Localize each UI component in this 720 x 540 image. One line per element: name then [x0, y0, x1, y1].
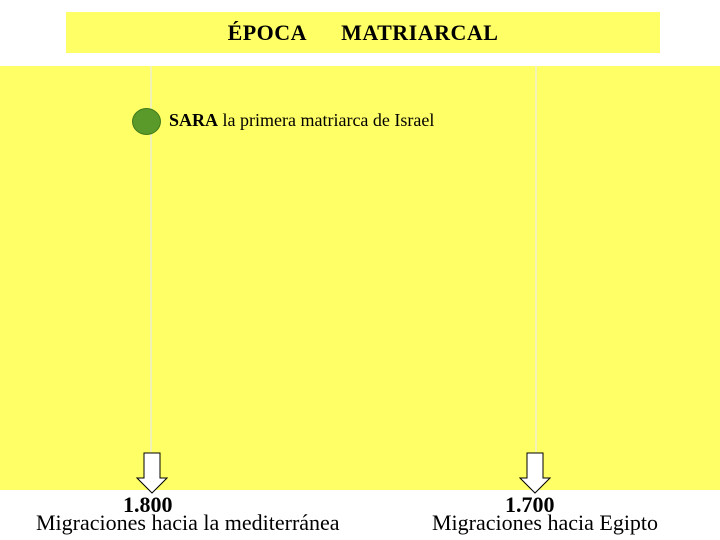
event-name: SARA — [169, 110, 219, 130]
caption-1800: Migraciones hacia la mediterránea — [36, 510, 340, 535]
timeline-area — [0, 66, 720, 490]
title-word-epoca: ÉPOCA — [227, 19, 308, 45]
title-word-matriarcal: MATRIARCAL — [341, 19, 499, 45]
event-label: SARA la primera matriarca de Israel — [169, 110, 434, 131]
down-arrow-icon — [519, 452, 551, 494]
caption-1700: Migraciones hacia Egipto — [432, 510, 659, 535]
timeline-line-1800 — [150, 66, 152, 452]
year-label-1800: 1.800 — [123, 492, 173, 517]
event-dot — [132, 108, 161, 135]
title-banner: ÉPOCA MATRIARCAL — [66, 12, 660, 53]
year-label-1700: 1.700 — [505, 492, 555, 517]
timeline-line-1700 — [535, 66, 537, 452]
down-arrow-icon — [136, 452, 168, 494]
event-description: la primera matriarca de Israel — [222, 110, 435, 130]
